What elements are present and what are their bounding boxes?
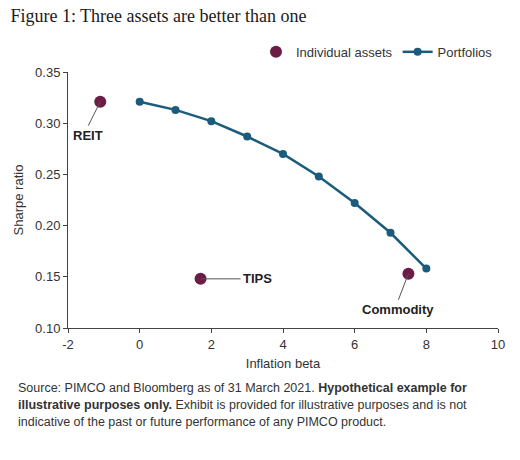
svg-text:Commodity: Commodity xyxy=(362,302,434,317)
svg-text:-2: -2 xyxy=(62,337,74,352)
svg-text:Figure 1: Three assets are bet: Figure 1: Three assets are better than o… xyxy=(10,6,306,26)
svg-text:Portfolios: Portfolios xyxy=(438,45,493,60)
svg-text:0.30: 0.30 xyxy=(35,116,60,131)
svg-text:Sharpe ratio: Sharpe ratio xyxy=(11,165,26,236)
svg-text:0.25: 0.25 xyxy=(35,167,60,182)
svg-text:Inflation beta: Inflation beta xyxy=(246,356,321,371)
svg-text:4: 4 xyxy=(279,337,286,352)
html-text:Source: PIMCO and Bloomberg as: Source: PIMCO and Bloomberg as of 31 Mar… xyxy=(18,381,467,429)
svg-text:TIPS: TIPS xyxy=(243,271,272,286)
svg-text:10: 10 xyxy=(491,337,505,352)
svg-text:0.35: 0.35 xyxy=(35,65,60,80)
svg-text:0.15: 0.15 xyxy=(35,269,60,284)
svg-text:0.20: 0.20 xyxy=(35,218,60,233)
svg-text:6: 6 xyxy=(351,337,358,352)
svg-text:REIT: REIT xyxy=(73,128,103,143)
svg-text:8: 8 xyxy=(423,337,430,352)
svg-text:Individual assets: Individual assets xyxy=(296,45,393,60)
svg-text:0: 0 xyxy=(136,337,143,352)
svg-text:2: 2 xyxy=(208,337,215,352)
svg-text:0.10: 0.10 xyxy=(35,321,60,336)
